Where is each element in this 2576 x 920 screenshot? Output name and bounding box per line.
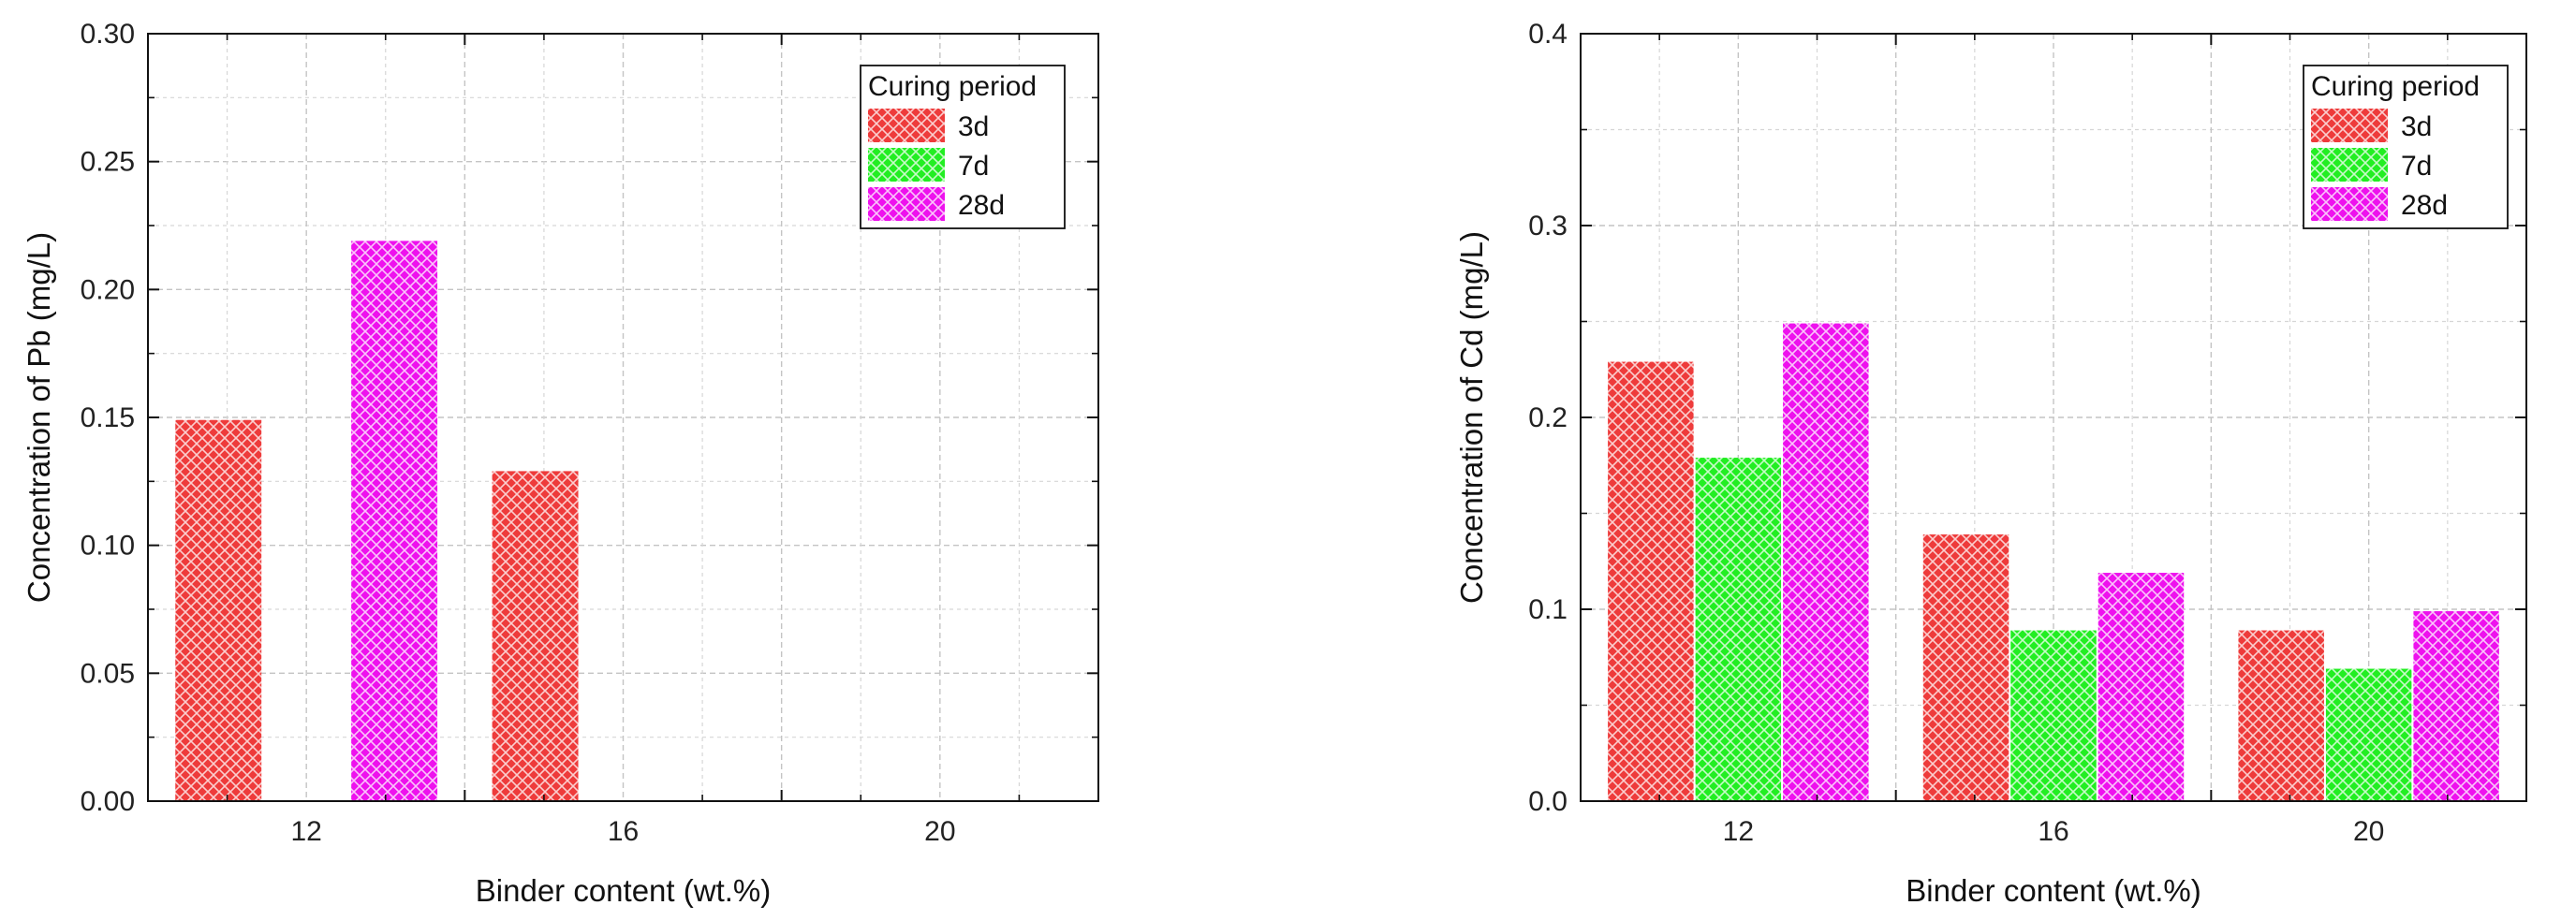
chart-1-x-axis-title: Binder content (wt.%) (476, 873, 771, 908)
chart-2-bar-7d-12 (1695, 458, 1782, 801)
chart-2-xtick-label: 16 (2038, 816, 2068, 847)
chart-2-legend-label-28d: 28d (2401, 190, 2448, 221)
chart-2-x-axis-title: Binder content (wt.%) (1906, 873, 2201, 908)
chart-1-legend-title: Curing period (868, 71, 1037, 102)
chart-2-xtick-label: 12 (1723, 816, 1754, 847)
chart-1-ytick-label: 0.00 (81, 786, 135, 817)
chart-2-legend-label-3d: 3d (2401, 111, 2432, 142)
chart-2-legend-swatch-28d (2311, 187, 2388, 221)
chart-2-ytick-label: 0.3 (1528, 211, 1568, 241)
chart-1-ytick-label: 0.10 (81, 531, 135, 562)
chart-2-bar-7d-20 (2325, 668, 2412, 801)
chart-1-legend-label-3d: 3d (958, 111, 989, 142)
chart-1-ytick-label: 0.15 (81, 402, 135, 433)
chart-2-bar-28d-16 (2098, 573, 2185, 801)
chart-2-legend-swatch-3d (2311, 109, 2388, 142)
chart-2-ytick-label: 0.4 (1528, 19, 1568, 50)
chart-1-y-axis-title: Concentration of Pb (mg/L) (22, 232, 56, 603)
chart-1-bar-3d-12 (175, 419, 262, 801)
chart-1-bar-28d-12 (351, 241, 438, 801)
chart-2-ytick-label: 0.2 (1528, 402, 1568, 433)
chart-2-xtick-label: 20 (2353, 816, 2384, 847)
chart-2-bar-7d-16 (2010, 630, 2097, 801)
chart-1-legend-swatch-3d (868, 109, 945, 142)
chart-2: 0.0 0.1 0.2 0.3 0.4 12 16 20 Binder content (wt.… (1454, 19, 2527, 908)
chart-1-legend-label-7d: 7d (958, 151, 989, 182)
chart-1-ytick-label: 0.30 (81, 19, 135, 50)
chart-1-ytick-label: 0.05 (81, 658, 135, 689)
chart-1-legend-label-28d: 28d (958, 190, 1005, 221)
chart-2-ytick-label: 0.0 (1528, 786, 1568, 817)
chart-1-xtick-label: 16 (608, 816, 639, 847)
chart-2-legend-label-7d: 7d (2401, 151, 2432, 182)
chart-1-legend-swatch-7d (868, 148, 945, 182)
chart-2-legend-title: Curing period (2311, 71, 2480, 102)
chart-1-legend: Curing period 3d 7d 28d (860, 65, 1066, 229)
chart-2-bar-28d-12 (1783, 323, 1869, 801)
chart-1: 0.00 0.05 0.10 0.15 0.20 0.25 0.30 12 16 20 Binder… (22, 19, 1099, 908)
chart-1-ytick-label: 0.20 (81, 274, 135, 305)
chart-2-bar-3d-12 (1608, 361, 1694, 801)
chart-2-legend: Curing period 3d 7d 28d (2303, 65, 2509, 229)
chart-2-bar-3d-20 (2238, 630, 2324, 801)
chart-2-ytick-label: 0.1 (1528, 594, 1568, 625)
chart-1-xtick-label: 12 (290, 816, 321, 847)
chart-1-xtick-label: 20 (924, 816, 955, 847)
chart-1-ytick-label: 0.25 (81, 147, 135, 178)
chart-1-bar-3d-16 (492, 471, 579, 801)
chart-2-bar-3d-16 (1922, 534, 2009, 801)
chart-2-legend-swatch-7d (2311, 148, 2388, 182)
chart-2-bar-28d-20 (2413, 611, 2499, 801)
chart-1-legend-swatch-28d (868, 187, 945, 221)
chart-2-y-axis-title: Concentration of Cd (mg/L) (1454, 231, 1489, 604)
